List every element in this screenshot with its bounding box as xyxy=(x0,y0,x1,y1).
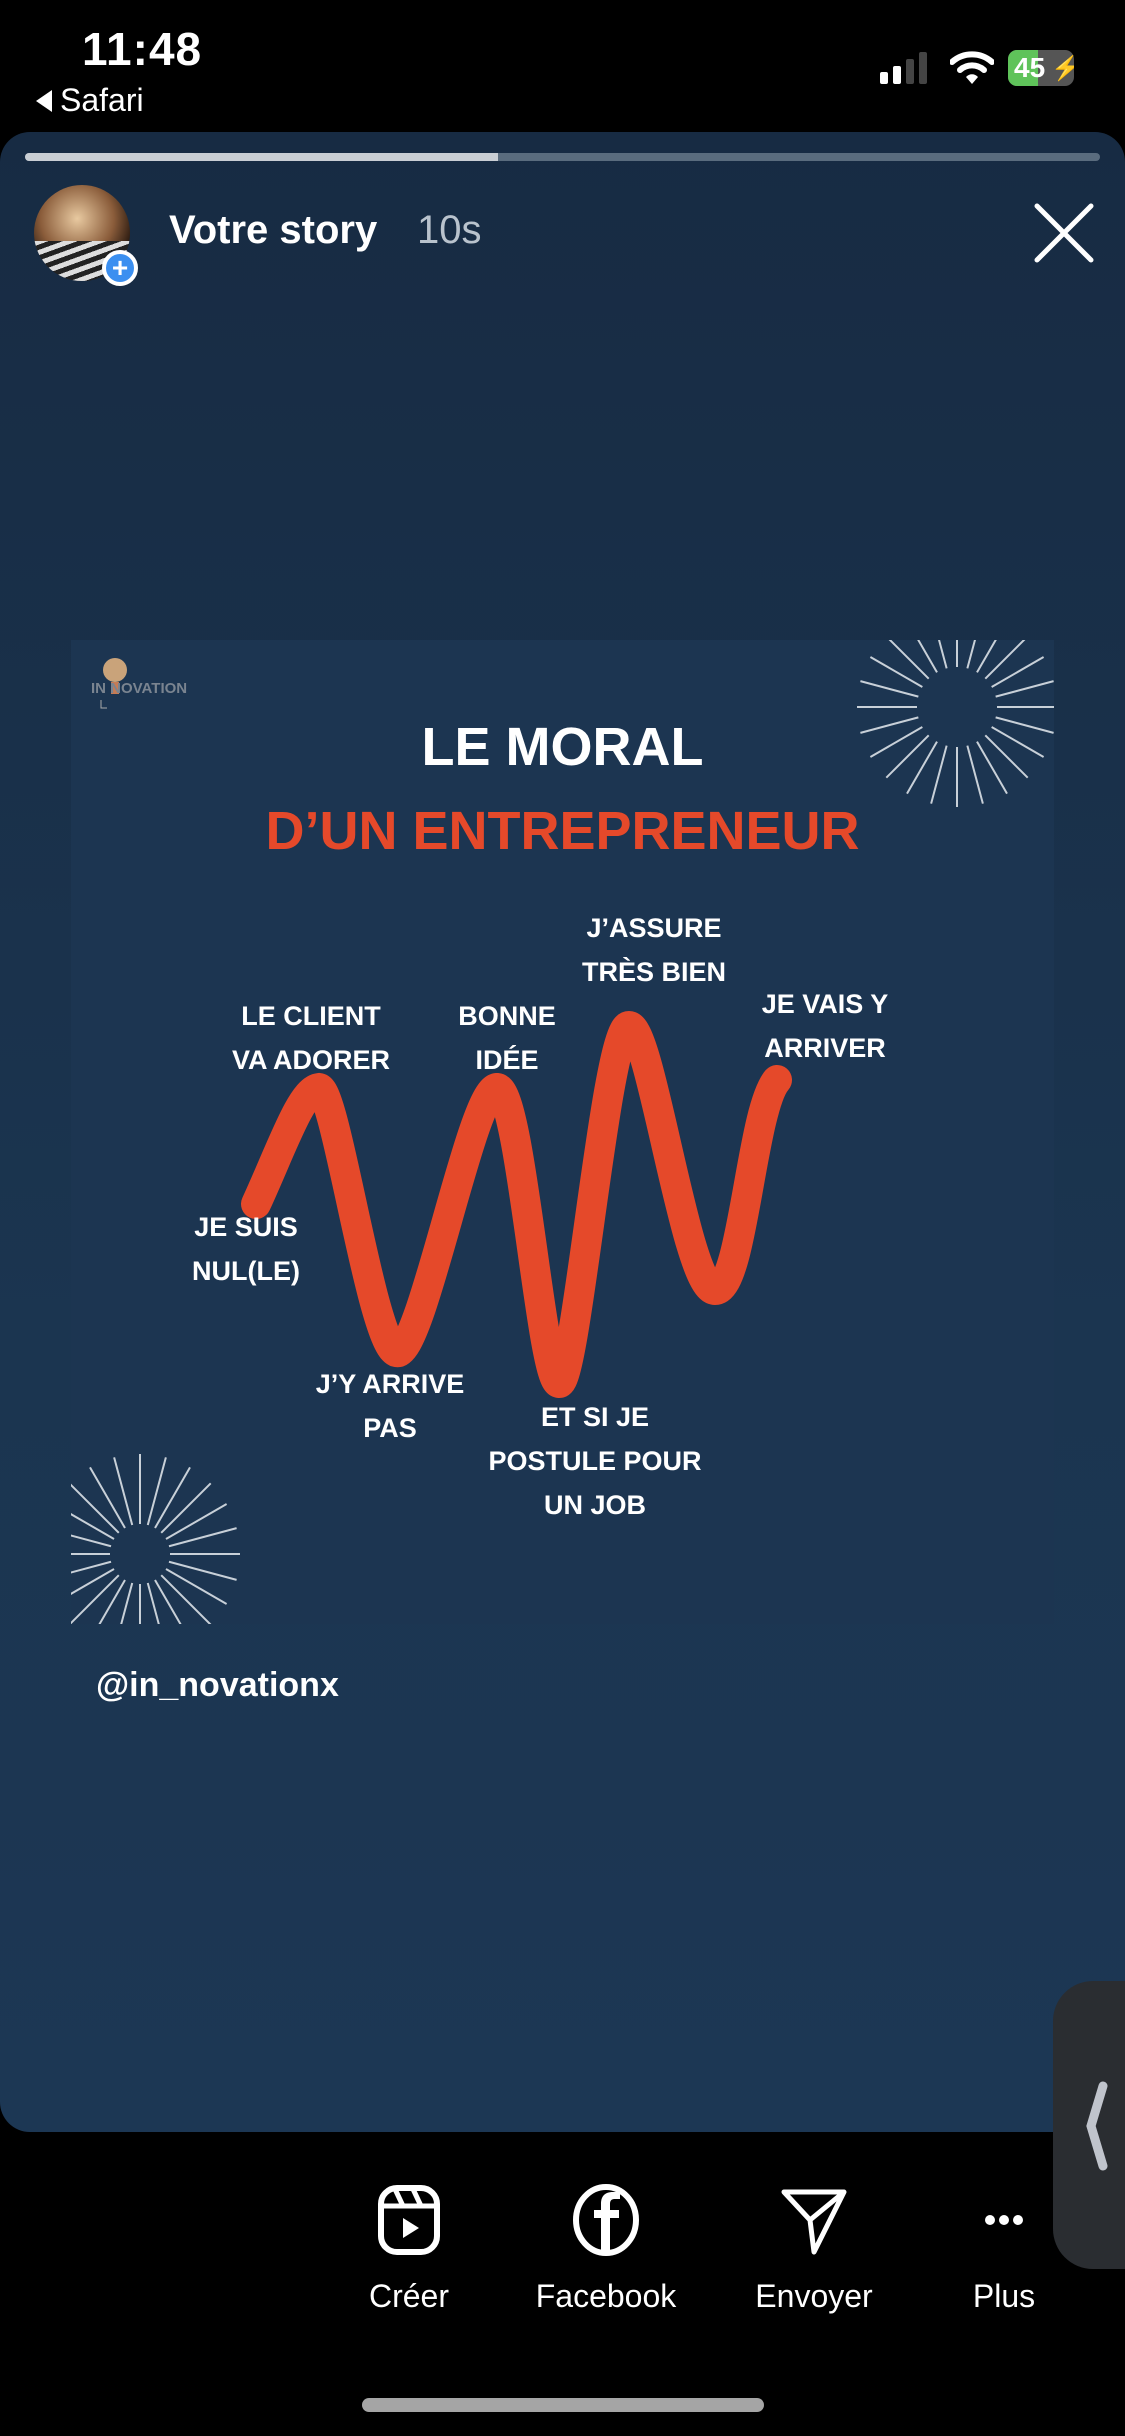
starburst-decoration-top xyxy=(857,640,1054,807)
starburst-ray xyxy=(98,1579,126,1624)
add-story-icon[interactable]: + xyxy=(102,250,138,286)
back-label: Safari xyxy=(60,82,144,118)
post-graphics xyxy=(71,640,1054,1624)
starburst-ray xyxy=(869,656,923,688)
close-icon[interactable] xyxy=(1033,202,1095,264)
post-title-line1: LE MORAL xyxy=(421,717,704,777)
starburst-ray xyxy=(71,1574,120,1624)
starburst-ray xyxy=(869,726,923,758)
label-arrive-pas: J’Y ARRIVE PAS xyxy=(315,1369,465,1443)
starburst-ray xyxy=(71,1534,112,1548)
starburst-ray xyxy=(888,640,930,680)
starburst-ray xyxy=(120,1582,134,1624)
battery-icon: 45 ⚡ xyxy=(1008,50,1074,86)
status-time: 11:48 xyxy=(82,23,203,75)
starburst-ray xyxy=(146,1457,167,1526)
home-indicator[interactable] xyxy=(362,2398,764,2412)
starburst-ray xyxy=(71,1513,115,1540)
wifi-icon xyxy=(950,51,994,84)
label-assure: J’ASSURE TRÈS BIEN xyxy=(581,913,727,987)
starburst-ray xyxy=(146,1582,160,1624)
label-suis-nul: JE SUIS NUL(LE) xyxy=(192,1212,300,1286)
signal-icon xyxy=(880,52,927,84)
starburst-ray xyxy=(938,640,948,669)
story-elapsed: 10s xyxy=(417,208,482,252)
starburst-ray xyxy=(984,640,1026,680)
starburst-ray xyxy=(113,1457,134,1526)
label-bonne-idee: BONNE IDÉE xyxy=(458,1001,556,1075)
starburst-ray xyxy=(160,1574,212,1624)
starburst-ray xyxy=(930,745,948,804)
logo-text: IN NOVATION xyxy=(91,680,188,697)
starburst-ray xyxy=(165,1568,228,1605)
facebook-icon xyxy=(573,2184,639,2256)
chevron-left-icon xyxy=(1086,2081,1108,2171)
starburst-ray xyxy=(154,1579,182,1624)
lightbulb-logo-icon xyxy=(100,658,127,709)
starburst-ray xyxy=(860,716,919,734)
send-icon xyxy=(781,2189,847,2255)
starburst-ray xyxy=(991,726,1045,758)
starburst-ray xyxy=(966,745,984,804)
starburst-ray xyxy=(160,1482,212,1534)
starburst-ray xyxy=(165,1503,228,1540)
label-vais-arriver: JE VAIS Y ARRIVER xyxy=(761,989,889,1063)
create-label: Créer xyxy=(368,2278,449,2314)
starburst-ray xyxy=(71,1483,120,1534)
facebook-label: Facebook xyxy=(535,2278,677,2314)
starburst-ray xyxy=(995,716,1054,734)
starburst-ray xyxy=(991,656,1045,688)
starburst-ray xyxy=(976,640,997,673)
starburst-ray xyxy=(860,680,919,698)
starburst-ray xyxy=(885,734,930,779)
create-button[interactable]: Créer xyxy=(309,2180,509,2315)
side-panel-handle[interactable] xyxy=(1053,1981,1125,2269)
back-to-safari[interactable]: Safari xyxy=(36,82,144,119)
post-title-line2: D’UN ENTREPRENEUR xyxy=(265,801,860,861)
starburst-ray xyxy=(984,734,1029,779)
facebook-button[interactable]: Facebook xyxy=(506,2180,706,2315)
starburst-ray xyxy=(976,741,1008,795)
starburst-ray xyxy=(168,1560,237,1581)
label-postule: ET SI JE POSTULE POUR UN JOB xyxy=(488,1402,702,1520)
back-arrow-icon xyxy=(36,89,52,112)
starburst-ray xyxy=(966,640,976,669)
story-title: Votre story xyxy=(169,208,378,252)
more-button[interactable]: Plus xyxy=(904,2180,1104,2315)
mood-curve xyxy=(241,1010,792,1399)
more-label: Plus xyxy=(972,2278,1036,2314)
starburst-ray xyxy=(154,1466,191,1529)
reels-icon xyxy=(378,2185,440,2255)
starburst-ray xyxy=(917,640,938,673)
starburst-ray xyxy=(89,1466,126,1529)
send-label: Envoyer xyxy=(755,2278,873,2314)
more-icon xyxy=(985,2215,1023,2225)
starburst-ray xyxy=(906,741,938,795)
starburst-ray xyxy=(71,1560,112,1574)
mention-sticker[interactable]: @in_novationx xyxy=(96,1666,339,1704)
starburst-ray xyxy=(168,1527,237,1548)
starburst-ray xyxy=(71,1568,115,1595)
starburst-decoration-bottom xyxy=(71,1454,240,1624)
starburst-ray xyxy=(995,680,1054,698)
label-client: LE CLIENT VA ADORER xyxy=(231,1001,391,1075)
send-button[interactable]: Envoyer xyxy=(714,2180,914,2315)
story-post-image: IN NOVATION LE MORAL D’UN ENTREPRENEUR L… xyxy=(71,640,1054,1624)
story-progress-bar xyxy=(25,153,1100,161)
